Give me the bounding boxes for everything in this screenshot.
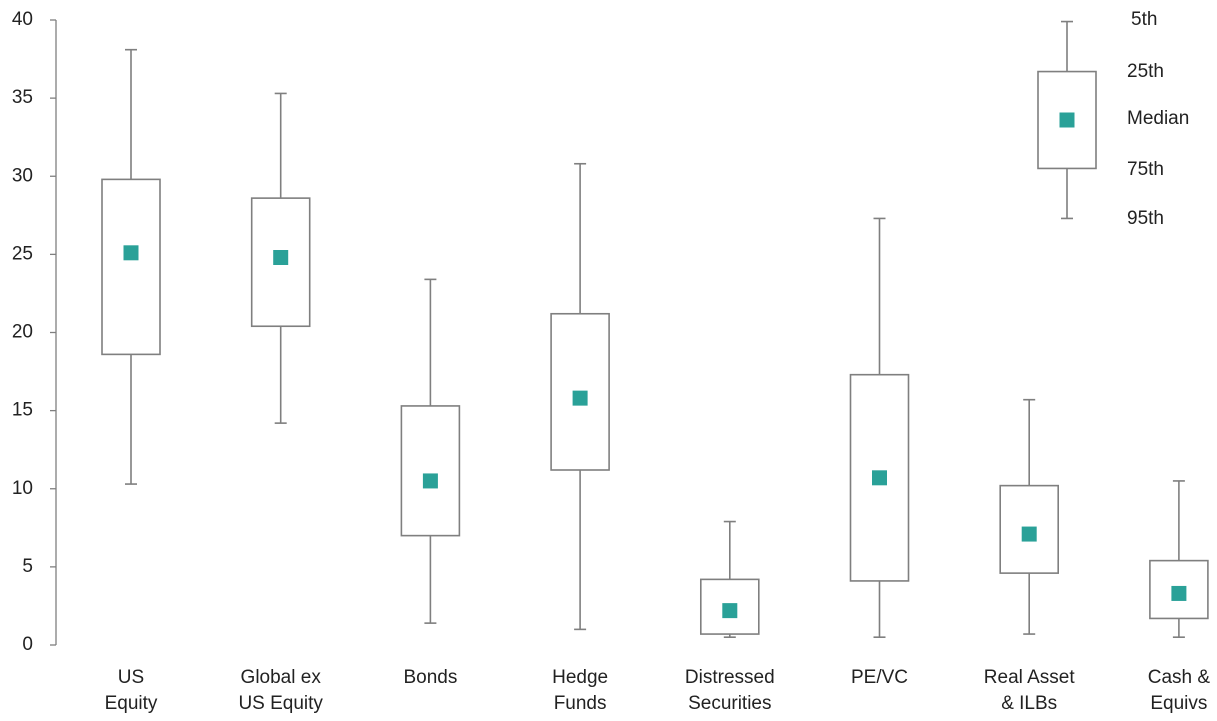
x-category-label-line: Equity: [105, 693, 158, 714]
x-axis-labels: US Equity Global ex US Equity Bonds Hedge Fund…: [105, 667, 1211, 714]
legend-label-95th: 95th: [1127, 208, 1164, 229]
x-category-label-line: & ILBs: [1001, 693, 1057, 714]
category-interquartile-box: [400, 405, 461, 537]
x-category-label-line: Equivs: [1150, 693, 1207, 714]
category-box-group: [849, 217, 910, 638]
category-median-marker: [722, 603, 738, 619]
y-tick-label: 40: [12, 9, 33, 30]
x-category-label: Bonds: [403, 667, 457, 688]
category-box-group: [699, 520, 760, 638]
x-category-label-line: PE/VC: [851, 667, 908, 688]
y-tick-label: 0: [22, 634, 33, 655]
y-tick-label: 10: [12, 478, 33, 499]
category-interquartile-box: [101, 178, 161, 356]
legend: 5th 25th Median 75th 95th: [1037, 9, 1189, 229]
category-box-group: [250, 92, 311, 424]
legend-label-25th: 25th: [1127, 61, 1164, 82]
category-box-group: [999, 398, 1060, 635]
x-category-label-line: US Equity: [238, 693, 323, 714]
x-category-label-line: Securities: [688, 693, 771, 714]
category-box-group: [101, 48, 161, 485]
x-category-label: Distressed Securities: [685, 667, 775, 714]
x-category-label-line: Real Asset: [984, 667, 1076, 688]
category-box-group: [1149, 480, 1209, 638]
legend-label-median: Median: [1127, 108, 1189, 129]
x-category-label-line: Hedge: [552, 667, 608, 688]
x-category-label-line: Bonds: [403, 667, 457, 688]
category-median-marker: [273, 250, 289, 265]
y-tick-label: 15: [12, 400, 33, 421]
y-axis: 0 5 10 15 20 25 30 35 40: [12, 9, 57, 655]
x-category-label-line: Funds: [554, 693, 607, 714]
y-tick-label: 5: [22, 556, 33, 577]
x-category-label-line: US: [118, 667, 144, 688]
category-median-marker: [872, 470, 887, 486]
category-median-marker: [572, 390, 588, 406]
y-tick-label: 35: [12, 87, 33, 108]
category-interquartile-box: [1149, 559, 1209, 620]
y-tick-label: 25: [12, 243, 33, 264]
x-category-label: Real Asset & ILBs: [984, 667, 1076, 714]
legend-label-75th: 75th: [1127, 159, 1164, 180]
category-box-group: [550, 162, 610, 631]
legend-label-5th: 5th: [1131, 9, 1157, 30]
category-median-marker: [422, 473, 438, 489]
y-tick-label: 20: [12, 322, 33, 343]
x-category-label-line: Cash &: [1148, 667, 1211, 688]
legend-example-median-marker: [1059, 112, 1075, 128]
x-category-label: Hedge Funds: [552, 667, 608, 714]
category-median-marker: [123, 245, 139, 261]
x-category-label: Global ex US Equity: [238, 667, 323, 714]
category-box-group: [400, 278, 461, 624]
y-tick-label: 30: [12, 165, 33, 186]
x-category-label: PE/VC: [851, 667, 908, 688]
x-category-label: Cash & Equivs: [1148, 667, 1211, 714]
category-median-marker: [1021, 526, 1037, 542]
box-plot-series: [101, 48, 1209, 638]
x-category-label-line: Global ex: [241, 667, 322, 688]
x-category-label: US Equity: [105, 667, 158, 714]
category-median-marker: [1171, 585, 1187, 601]
x-category-label-line: Distressed: [685, 667, 775, 688]
